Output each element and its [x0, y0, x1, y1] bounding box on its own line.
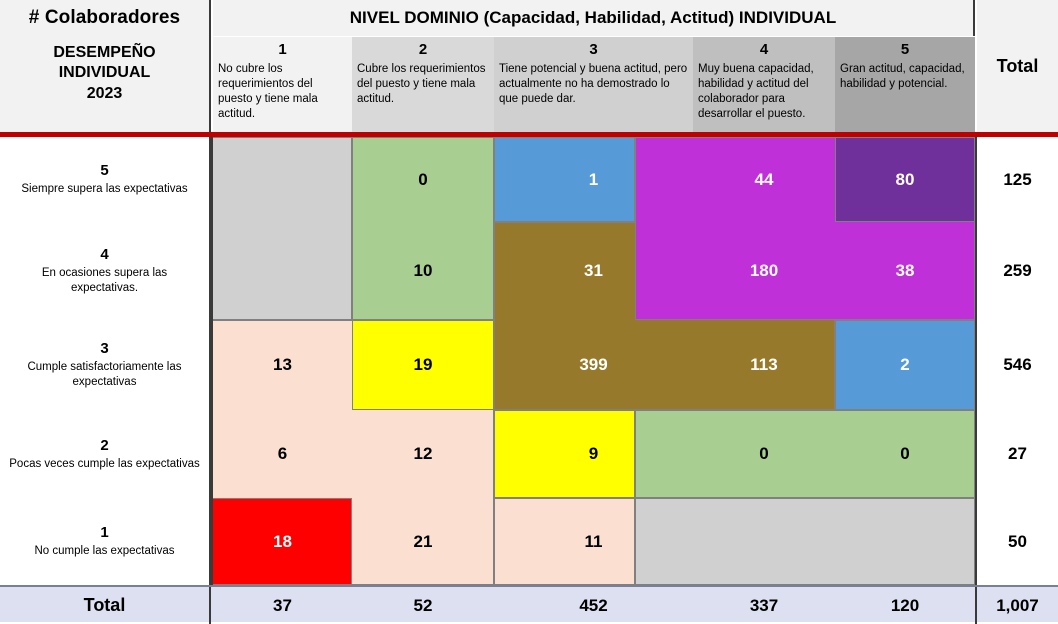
corner-subtitle: DESEMPEÑO INDIVIDUAL 2023: [53, 43, 155, 104]
row-header-5-description: Siempre supera las expectativas: [21, 183, 188, 196]
column-header-4: 4 Muy buena capacidad, habilidad y actit…: [693, 37, 835, 132]
column-header-3-number: 3: [589, 41, 598, 58]
row-header-divider: [211, 137, 213, 585]
row-header-2-number: 2: [100, 436, 109, 454]
column-total-4: 337: [749, 595, 779, 615]
column-header-2-number: 2: [418, 41, 428, 58]
cell-r4-c2: 10: [413, 261, 433, 280]
row-header-4: 4 En ocasiones supera las expectativas.: [0, 222, 211, 320]
header-accent-divider: [0, 132, 1058, 137]
row-header-5: 5 Siempre supera las expectativas: [0, 137, 211, 222]
row-total-2: 27: [977, 410, 1058, 498]
column-header-3-description: Tiene potencial y buena actitud, pero ac…: [499, 62, 688, 106]
corner-subtitle-line-1: DESEMPEÑO: [53, 44, 156, 61]
corner-title: # Colaboradores: [28, 7, 181, 28]
cell-r2-c2: 12: [413, 444, 433, 463]
row-total-5: 125: [977, 137, 1058, 222]
row-header-5-number: 5: [100, 162, 109, 180]
heat-block-yellow-col3-row2: [494, 410, 635, 498]
column-header-5-description: Gran actitud, capacidad, habilidad y pot…: [840, 62, 965, 90]
column-header-5-number: 5: [900, 41, 910, 58]
totals-row-divider: [975, 587, 977, 624]
row-header-3-number: 3: [100, 340, 109, 358]
heat-block-blue-col5-row3: [835, 320, 975, 410]
column-header-1-description: No cubre los requerimientos del puesto y…: [218, 62, 318, 121]
row-header-1: 1 No cumple las expectativas: [0, 498, 211, 585]
heat-block-purple: [835, 137, 975, 222]
total-column-header: Total: [977, 0, 1058, 132]
cell-r1-c3: 11: [584, 531, 603, 551]
column-header-1: 1 No cubre los requerimientos del puesto…: [213, 37, 352, 132]
cell-r1-c2: 21: [413, 531, 433, 551]
row-header-3: 3 Cumple satisfactoriamente las expectat…: [0, 320, 211, 410]
cell-r5-c5: 80: [895, 169, 915, 189]
column-total-2: 52: [413, 595, 433, 615]
column-header-2-description: Cubre los requerimientos del puesto y ti…: [357, 62, 486, 106]
grand-total: 1,007: [996, 595, 1039, 615]
heat-block-red: [211, 498, 352, 585]
cell-r4-c4: 180: [749, 261, 779, 280]
cell-r3-c4: 113: [750, 355, 778, 374]
corner-subtitle-line-3: 2023: [86, 84, 123, 102]
cell-r2-c4: 0: [759, 444, 769, 463]
cell-r4-c5: 38: [895, 261, 915, 280]
row-header-3-description: Cumple satisfactoriamente las expectativ…: [27, 361, 182, 388]
cell-r1-c1: 18: [273, 531, 292, 551]
column-header-5: 5 Gran actitud, capacidad, habilidad y p…: [835, 37, 975, 132]
matrix-body: 5 Siempre supera las expectativas 4 En o…: [0, 137, 1058, 585]
totals-row-label: Total: [0, 587, 211, 624]
heat-block-yellow-col2-row3: [352, 320, 494, 410]
heat-block-gray-lower-right: [635, 498, 975, 585]
cell-r3-c1: 13: [273, 355, 292, 374]
heat-block-peach-row1-col3: [494, 498, 635, 585]
column-total-5: 120: [890, 595, 920, 615]
row-header-1-number: 1: [100, 524, 109, 542]
cell-r5-c2: 0: [418, 169, 428, 189]
row-header-1-description: No cumple las expectativas: [34, 545, 175, 558]
column-total-3: 452: [579, 595, 608, 615]
heat-block-gray-upper-left: [211, 137, 352, 320]
column-header-1-number: 1: [278, 41, 287, 58]
row-total-3: 546: [977, 320, 1058, 410]
cell-r2-c5: 0: [900, 444, 910, 463]
cell-r5-c4: 44: [754, 169, 774, 189]
cell-r2-c1: 6: [277, 444, 288, 463]
column-total-1: 37: [273, 595, 292, 615]
cell-r3-c5: 2: [900, 355, 910, 374]
corner-subtitle-line-2: INDIVIDUAL: [58, 64, 151, 82]
column-group-banner: NIVEL DOMINIO (Capacidad, Habilidad, Act…: [213, 0, 975, 36]
cell-r2-c3: 9: [588, 444, 599, 463]
matrix-corner-header: # Colaboradores DESEMPEÑO INDIVIDUAL 202…: [0, 0, 211, 132]
column-header-4-number: 4: [759, 41, 769, 58]
heat-block-green-lower: [635, 410, 975, 498]
column-header-3: 3 Tiene potencial y buena actitud, pero …: [494, 37, 693, 132]
heat-block-blue-top: [494, 137, 635, 222]
row-header-2-description: Pocas veces cumple las expectativas: [9, 457, 200, 470]
row-total-4: 259: [977, 222, 1058, 320]
column-header-2: 2 Cubre los requerimientos del puesto y …: [352, 37, 494, 132]
heatmap-blocks: [211, 137, 975, 585]
row-header-2: 2 Pocas veces cumple las expectativas: [0, 410, 211, 498]
row-total-1: 50: [977, 498, 1058, 585]
cell-r3-c2: 19: [413, 355, 433, 374]
totals-row: Total 37 52 452 337 120 1,007: [0, 585, 1058, 624]
cell-r4-c3: 31: [584, 261, 603, 280]
column-header-4-description: Muy buena capacidad, habilidad y actitud…: [698, 62, 814, 121]
row-header-4-description: En ocasiones supera las expectativas.: [41, 267, 168, 294]
total-column-divider: [975, 137, 977, 585]
row-header-4-number: 4: [100, 246, 109, 264]
cell-r3-c3: 399: [579, 355, 608, 374]
cell-r5-c3: 1: [588, 169, 599, 189]
heat-block-green-upper: [352, 137, 494, 320]
